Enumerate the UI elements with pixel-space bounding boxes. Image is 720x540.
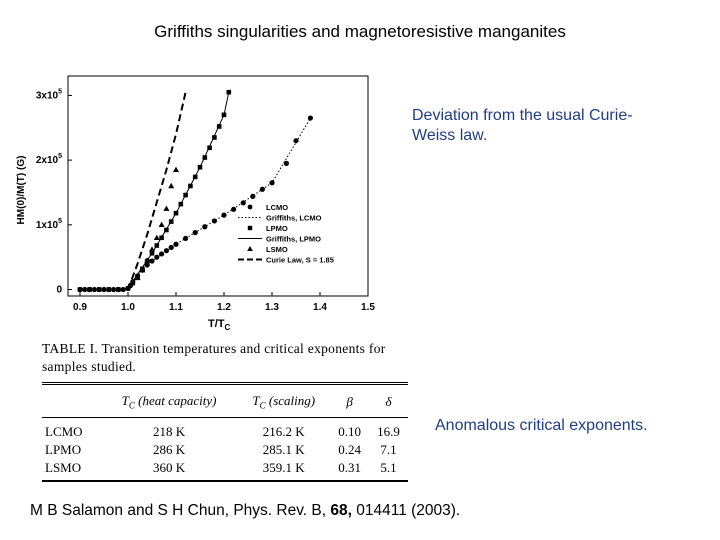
exponents-note: Anomalous critical exponents. (435, 417, 648, 434)
point-lcmo (231, 206, 237, 212)
point-lsmo (168, 182, 175, 189)
table-cell: 5.1 (369, 458, 408, 482)
series-line-curie-law-s-1-85 (127, 91, 187, 290)
header-heat-capacity: heat capacity (142, 393, 213, 408)
y-axis-label: HM(0)/M(T) (G) (16, 156, 27, 225)
table-header: TC (scaling) (237, 382, 331, 418)
citation: M B Salamon and S H Chun, Phys. Rev. B, … (30, 502, 460, 520)
point-lsmo (134, 274, 141, 281)
table-cell: 0.31 (330, 458, 370, 482)
table-cell: 7.1 (380, 441, 397, 457)
table-cell: 359.1 K (237, 458, 331, 482)
point-lpmo (130, 280, 136, 286)
point-lpmo (116, 287, 121, 292)
y-tick-label: 0 (56, 285, 62, 296)
series-line-griffiths-lpmo (127, 92, 230, 289)
magnetization-chart: 0.9 1.0 1.1 1.2 1.3 1.4 1.5 0 1x105 2x105 3x105 L… (16, 75, 375, 332)
table-cell: 360 K (100, 458, 238, 482)
x-tick-label: 1.4 (313, 302, 327, 313)
x-tick-label: 0.9 (73, 302, 87, 313)
point-lcmo (120, 286, 126, 293)
point-lsmo (163, 205, 170, 211)
x-tick-label: 1.1 (169, 302, 183, 313)
table-cell: 216.2 K (262, 423, 305, 439)
point-lsmo (139, 266, 146, 273)
plot-frame (67, 75, 369, 297)
critical-exponents-table: TC (heat capacity) TC (scaling) β δ LCMO… (42, 382, 408, 482)
point-lsmo (144, 257, 151, 263)
point-lcmo (240, 200, 246, 206)
legend-label: LSMO (266, 245, 288, 254)
table-cell: 286 K (153, 441, 186, 457)
citation-volume: 68, (330, 502, 352, 519)
table-row: LCMO 218 K 216.2 K 0.10 16.9 (42, 417, 408, 441)
header-scaling: scaling (273, 393, 311, 408)
table-header (42, 382, 101, 418)
table-header: δ (369, 382, 408, 418)
legend-label: Griffiths, LPMO (266, 235, 321, 244)
point-lcmo (211, 218, 217, 224)
table-cell: LPMO (45, 441, 82, 457)
table-cell: 16.9 (377, 423, 400, 439)
legend-label: LPMO (266, 224, 288, 233)
x-tick-label: 1.5 (361, 302, 375, 313)
point-lsmo (158, 221, 165, 228)
point-lcmo (111, 286, 117, 293)
point-lpmo (226, 89, 232, 95)
point-lsmo (149, 246, 155, 252)
point-lpmo (96, 287, 102, 292)
table-cell: 0.10 (338, 423, 362, 439)
slide-title: Griffiths singularities and magnetoresis… (154, 22, 566, 41)
point-lsmo (173, 166, 179, 173)
point-lpmo (106, 287, 112, 292)
legend-marker (247, 225, 253, 231)
citation-authors: M B Salamon and S H Chun, Phys. Rev. B, (30, 502, 331, 519)
x-tick-label: 1.2 (217, 302, 231, 313)
point-lcmo (202, 224, 208, 230)
point-lcmo (149, 258, 155, 264)
table-cell: LCMO (45, 423, 83, 439)
point-lsmo (153, 234, 160, 240)
point-lpmo (87, 287, 92, 292)
table-header: TC (heat capacity) (100, 382, 238, 418)
point-lcmo (144, 262, 150, 268)
point-lpmo (77, 287, 83, 292)
point-lcmo (283, 160, 289, 166)
y-tick-label: 3x105 (36, 88, 62, 101)
point-lcmo (163, 248, 169, 254)
point-lcmo (221, 212, 227, 218)
table-cell: LSMO (42, 458, 101, 482)
x-tick-label: 1.0 (121, 302, 135, 313)
table-cell: 285.1 K (262, 441, 305, 457)
legend-marker (247, 204, 253, 210)
table-row: LSMO 360 K 359.1 K 0.31 5.1 (42, 458, 408, 482)
table-row: LPMO 286 K 285.1 K 0.24 7.1 (42, 441, 408, 459)
point-lcmo (82, 286, 88, 293)
legend-marker (247, 246, 253, 251)
legend-label: Curie Law, S = 1.85 (266, 256, 334, 265)
deviation-note: Deviation from the usual Curie-Weiss law… (412, 107, 633, 144)
y-tick-label: 1x105 (36, 218, 62, 231)
y-tick-label: 2x105 (36, 153, 62, 166)
x-axis-label: T/TC (208, 318, 231, 332)
point-lcmo (293, 138, 299, 144)
legend-label: Griffiths, LCMO (266, 214, 322, 223)
point-lpmo (212, 135, 217, 140)
table-header: β (330, 382, 370, 418)
x-tick-label: 1.3 (265, 302, 279, 313)
point-lcmo (307, 115, 313, 121)
table-cell: 0.24 (338, 441, 362, 457)
citation-pages: 014411 (2003). (351, 502, 461, 519)
point-lpmo (207, 145, 212, 151)
table-cell: 218 K (153, 423, 186, 439)
legend-label: LCMO (266, 203, 288, 212)
series-line-griffiths-lcmo (127, 117, 311, 289)
point-lcmo (91, 286, 97, 293)
point-lcmo (101, 286, 107, 293)
table-caption: TABLE I. Transition temperatures and cri… (42, 341, 386, 374)
